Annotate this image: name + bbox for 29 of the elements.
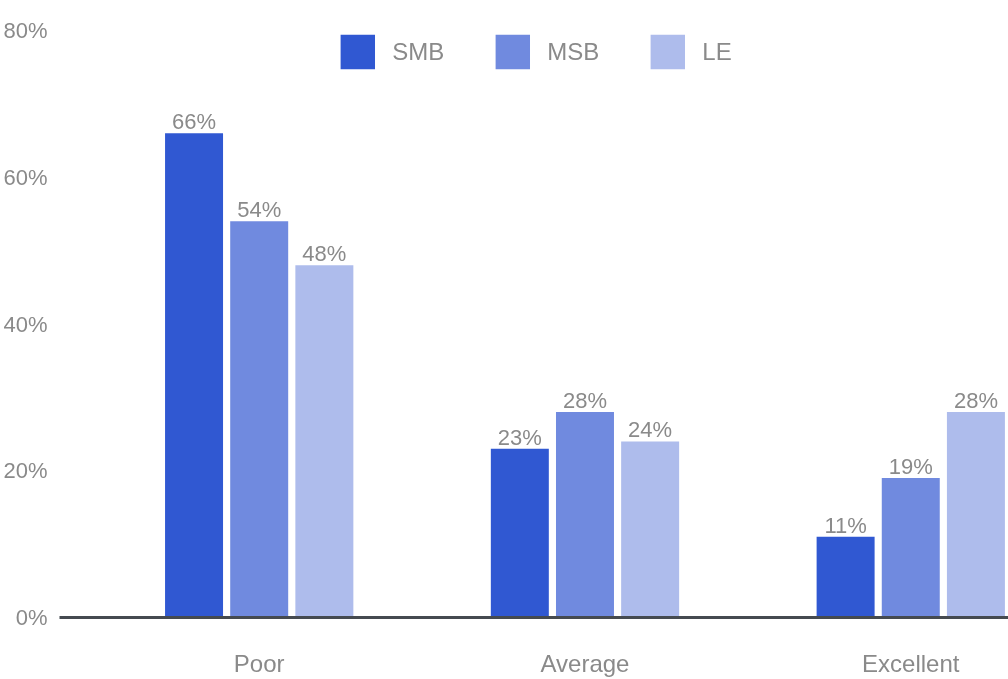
data-label: 11%	[824, 512, 867, 538]
bar	[555, 412, 614, 618]
bar	[621, 441, 680, 618]
data-label: 24%	[628, 417, 673, 443]
data-label: 66%	[172, 109, 217, 135]
legend-label: SMB	[392, 37, 445, 66]
data-label: 28%	[953, 388, 998, 414]
bar	[230, 221, 289, 618]
legend-label: MSB	[547, 37, 600, 66]
bar	[946, 412, 1005, 618]
y-tick-label: 0%	[15, 605, 48, 630]
x-tick-label: Average	[540, 649, 630, 677]
data-label: 23%	[497, 424, 542, 450]
bar	[816, 536, 875, 618]
data-label: 28%	[562, 388, 608, 414]
y-tick-label: 20%	[3, 458, 48, 484]
data-label: 48%	[302, 241, 347, 267]
y-tick-label: 80%	[3, 18, 48, 43]
bar	[881, 478, 940, 618]
data-label: 19%	[888, 454, 933, 480]
y-tick-label: 60%	[3, 164, 48, 190]
x-tick-label: Excellent	[862, 649, 960, 677]
bar	[490, 448, 549, 618]
legend-label: LE	[702, 37, 732, 66]
data-label: 54%	[237, 197, 282, 223]
y-tick-label: 40%	[3, 311, 48, 337]
bar	[295, 265, 354, 618]
bar	[165, 133, 224, 618]
x-tick-label: Poor	[233, 649, 285, 677]
